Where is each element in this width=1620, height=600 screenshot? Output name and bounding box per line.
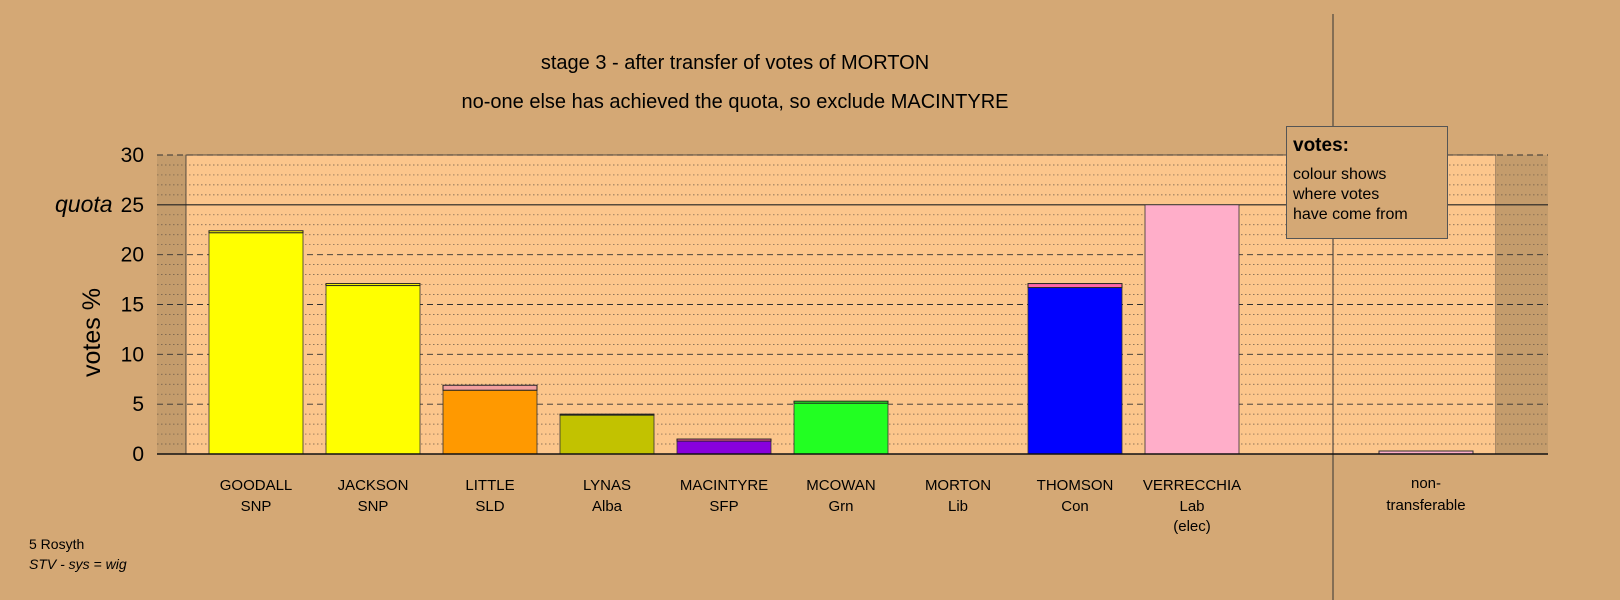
candidate-name: MCOWAN — [806, 477, 875, 494]
y-tick-label: 10 — [121, 343, 144, 366]
bar-transfer-mcowan — [793, 400, 889, 404]
legend-line: colour shows — [1293, 166, 1387, 183]
candidate-name: MORTON — [925, 477, 991, 494]
legend-heading: votes: — [1293, 135, 1349, 156]
candidate-name: VERRECCHIA — [1143, 477, 1241, 494]
system-label: STV - sys = wig — [29, 556, 127, 572]
candidate-party: Lab — [1179, 498, 1204, 515]
bar-verrecchia — [1144, 204, 1240, 455]
chart-title: stage 3 - after transfer of votes of MOR… — [540, 52, 930, 74]
constituency-label: 5 Rosyth — [29, 536, 85, 552]
candidate-party: SLD — [475, 498, 504, 515]
candidate-name: JACKSON — [338, 477, 409, 494]
y-tick-label: 0 — [132, 443, 144, 466]
bar-transfer-goodall — [208, 230, 304, 234]
candidate-party: SNP — [358, 498, 389, 515]
candidate-party: Grn — [828, 498, 853, 515]
bar-thomson — [1027, 287, 1123, 455]
y-tick-label: 30 — [121, 144, 144, 167]
nontransferable-label: transferable — [1386, 497, 1465, 514]
y-tick-label: 20 — [121, 244, 144, 267]
candidate-party: SNP — [241, 498, 272, 515]
bar-lynas — [559, 414, 655, 455]
candidate-note: (elec) — [1173, 518, 1211, 535]
candidate-name: MACINTYRE — [680, 477, 768, 494]
candidate-party: SFP — [709, 498, 738, 515]
y-tick-label: 25 — [121, 194, 144, 217]
bar-transfer-lynas — [559, 413, 655, 416]
candidate-party: Lib — [948, 498, 968, 515]
candidate-party: Alba — [592, 498, 623, 515]
nontransferable-label: non- — [1411, 475, 1441, 492]
bar-transfer-macintyre — [676, 438, 772, 442]
quota-label: quota — [55, 191, 113, 217]
candidate-name: LYNAS — [583, 477, 631, 494]
candidate-party: Con — [1061, 498, 1089, 515]
bar-mcowan — [793, 402, 889, 455]
y-tick-label: 5 — [132, 393, 144, 416]
bar-goodall — [208, 232, 304, 455]
bar-transfer-jackson — [325, 283, 421, 287]
bar-little — [442, 389, 538, 455]
y-axis-label: votes % — [78, 288, 106, 377]
bar-macintyre — [676, 440, 772, 455]
bar-jackson — [325, 285, 421, 455]
legend-line: have come from — [1293, 206, 1408, 223]
y-tick-label: 15 — [121, 294, 144, 317]
bar-transfer-thomson — [1027, 283, 1123, 289]
legend-line: where votes — [1293, 186, 1380, 203]
bar-transfer-little — [442, 384, 538, 391]
legend-box: votes: colour shows where votes have com… — [1286, 126, 1448, 239]
candidate-name: LITTLE — [465, 477, 514, 494]
candidate-name: THOMSON — [1037, 477, 1114, 494]
chart-subtitle: no-one else has achieved the quota, so e… — [461, 91, 1009, 113]
candidate-name: GOODALL — [220, 477, 293, 494]
